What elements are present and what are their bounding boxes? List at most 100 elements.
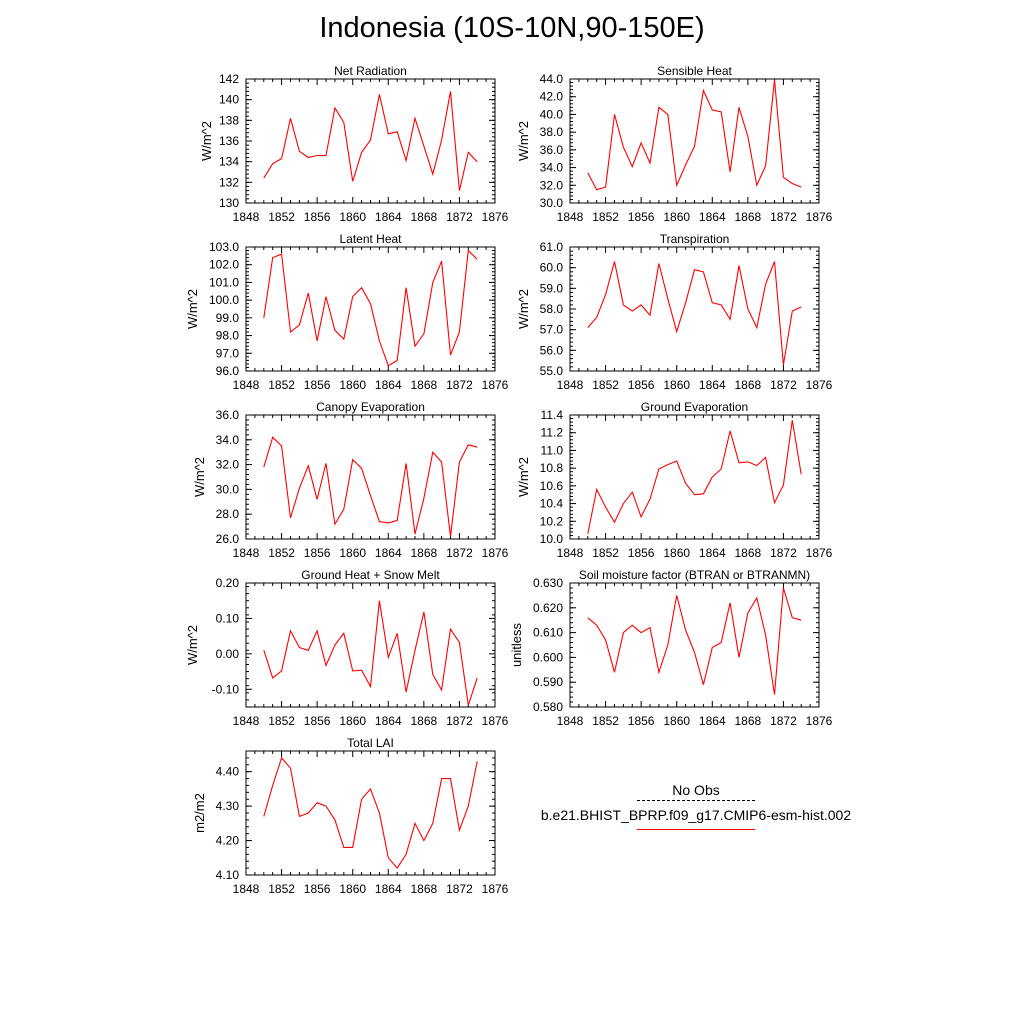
x-tick-label: 1876 <box>806 546 833 560</box>
x-tick-label: 1876 <box>806 210 833 224</box>
x-tick-label: 1872 <box>770 210 797 224</box>
x-tick-label: 1868 <box>735 546 762 560</box>
x-tick-label: 1876 <box>806 714 833 728</box>
x-tick-label: 1864 <box>375 546 402 560</box>
y-tick-label: 10.4 <box>540 497 564 511</box>
legend: No Obs b.e21.BHIST_BPRP.f09_g17.CMIP6-es… <box>536 778 856 830</box>
x-tick-label: 1856 <box>304 714 331 728</box>
series-line-0 <box>587 79 802 191</box>
y-tick-label: 0.610 <box>533 626 563 640</box>
y-tick-label: 11.0 <box>541 443 564 457</box>
y-axis-label: W/m^2 <box>185 625 200 665</box>
x-tick-label: 1852 <box>592 210 619 224</box>
y-tick-label: 26.0 <box>216 532 240 546</box>
series-line-0 <box>263 436 478 537</box>
series-line-0 <box>263 91 478 191</box>
y-tick-label: 40.0 <box>540 107 564 121</box>
panel-1: Sensible Heat 1848 1852 1856 1860 1864 1868 187… <box>516 64 833 224</box>
x-tick-label: 1852 <box>268 378 295 392</box>
plot-frame <box>569 246 820 372</box>
x-tick-label: 1876 <box>806 378 833 392</box>
y-tick-label: 142 <box>219 72 239 86</box>
panel-title: Latent Heat <box>339 232 402 246</box>
y-tick-label: 36.0 <box>216 408 240 422</box>
x-tick-label: 1852 <box>268 546 295 560</box>
y-tick-label: 55.0 <box>540 364 564 378</box>
plot-frame <box>245 78 496 204</box>
y-tick-label: 10.8 <box>540 461 564 475</box>
x-tick-label: 1852 <box>592 714 619 728</box>
x-tick-label: 1860 <box>663 546 690 560</box>
y-tick-label: 42.0 <box>540 90 564 104</box>
legend-label-model: b.e21.BHIST_BPRP.f09_g17.CMIP6-esm-hist.… <box>540 807 852 823</box>
panel-title: Total LAI <box>347 736 394 750</box>
series-line-0 <box>587 420 802 534</box>
x-tick-label: 1864 <box>699 378 726 392</box>
y-tick-label: 4.30 <box>216 799 240 813</box>
y-tick-label: 44.0 <box>540 72 564 86</box>
panel-title: Ground Evaporation <box>641 400 748 414</box>
y-axis-label: W/m^2 <box>516 289 531 329</box>
x-tick-label: 1860 <box>663 378 690 392</box>
x-tick-label: 1860 <box>663 714 690 728</box>
x-tick-label: 1868 <box>411 882 438 896</box>
y-tick-label: 11.2 <box>541 426 564 440</box>
y-tick-label: 58.0 <box>540 302 564 316</box>
y-tick-label: 34.0 <box>216 433 240 447</box>
x-tick-label: 1860 <box>663 210 690 224</box>
x-tick-label: 1872 <box>446 882 473 896</box>
x-tick-label: 1856 <box>628 546 655 560</box>
main-title: Indonesia (10S-10N,90-150E) <box>319 12 705 44</box>
x-tick-label: 1848 <box>233 210 260 224</box>
y-tick-label: 61.0 <box>540 240 564 254</box>
x-tick-label: 1876 <box>482 714 509 728</box>
x-tick-label: 1848 <box>557 546 584 560</box>
y-tick-label: 36.0 <box>540 143 564 157</box>
x-tick-label: 1856 <box>304 210 331 224</box>
x-tick-label: 1868 <box>735 378 762 392</box>
x-tick-label: 1872 <box>770 714 797 728</box>
series-line-0 <box>587 587 802 695</box>
panel-title: Canopy Evaporation <box>316 400 425 414</box>
y-tick-label: 59.0 <box>540 281 564 295</box>
x-tick-label: 1860 <box>339 882 366 896</box>
x-tick-label: 1852 <box>268 210 295 224</box>
y-tick-label: 0.590 <box>533 675 563 689</box>
x-tick-label: 1848 <box>233 378 260 392</box>
y-tick-label: 103.0 <box>209 240 239 254</box>
x-tick-label: 1872 <box>770 546 797 560</box>
x-tick-label: 1876 <box>482 210 509 224</box>
y-tick-label: 96.0 <box>216 364 240 378</box>
x-tick-label: 1860 <box>339 210 366 224</box>
y-tick-label: 56.0 <box>540 343 564 357</box>
y-tick-label: 140 <box>219 93 239 107</box>
panel-3: Transpiration 1848 1852 1856 1860 1864 1868 187… <box>516 232 833 392</box>
x-tick-label: 1848 <box>557 714 584 728</box>
panel-8: Total LAI 1848 1852 1856 1860 1864 1868 1872 187… <box>192 736 509 896</box>
y-tick-label: 132 <box>219 175 239 189</box>
legend-entry-obs: No Obs <box>536 782 856 801</box>
x-tick-label: 1864 <box>375 378 402 392</box>
series-line-0 <box>263 249 478 367</box>
x-tick-label: 1864 <box>699 210 726 224</box>
y-tick-label: 38.0 <box>540 125 564 139</box>
legend-swatch-model <box>637 829 755 830</box>
y-tick-label: 98.0 <box>216 329 240 343</box>
legend-swatch-obs <box>637 800 755 801</box>
x-tick-label: 1852 <box>592 378 619 392</box>
y-tick-label: 11.4 <box>541 408 564 422</box>
x-tick-label: 1860 <box>339 714 366 728</box>
y-tick-label: 4.10 <box>216 868 240 882</box>
panel-title: Net Radiation <box>334 64 407 78</box>
x-tick-label: 1872 <box>446 210 473 224</box>
x-tick-label: 1848 <box>233 714 260 728</box>
y-tick-label: 30.0 <box>540 196 564 210</box>
y-tick-label: 0.600 <box>533 650 563 664</box>
x-tick-label: 1848 <box>233 546 260 560</box>
y-tick-label: 30.0 <box>216 482 240 496</box>
x-tick-label: 1864 <box>699 714 726 728</box>
x-tick-label: 1864 <box>375 882 402 896</box>
panel-7: Soil moisture factor (BTRAN or BTRANMN) 1… <box>509 568 833 728</box>
x-tick-label: 1852 <box>268 714 295 728</box>
x-tick-label: 1848 <box>557 378 584 392</box>
